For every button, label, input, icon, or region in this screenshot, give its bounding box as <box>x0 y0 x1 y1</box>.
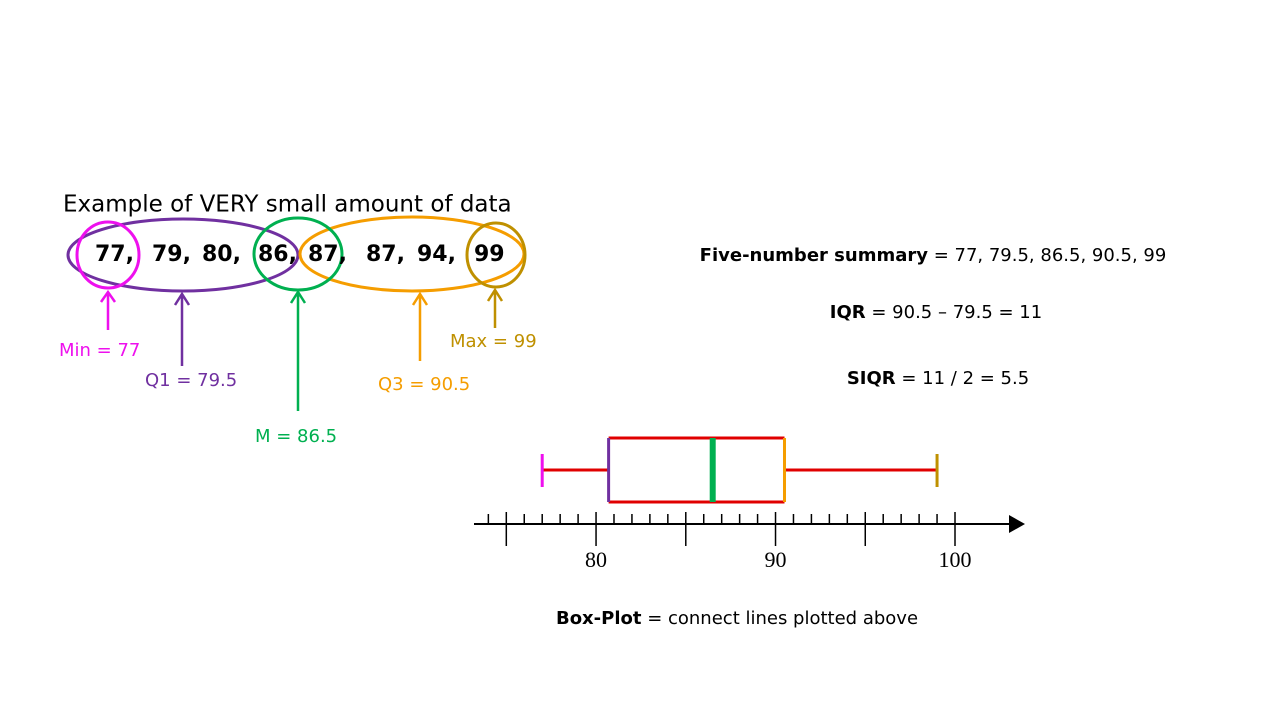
box-plot: 80 90 100 <box>474 436 1025 572</box>
text: = connect lines plotted above <box>641 608 918 629</box>
title: Example of VERY small amount of data <box>63 192 512 218</box>
text: = 11 / 2 = 5.5 <box>896 368 1030 389</box>
numbers: 77, 79, 80, 86, 87, 87, 94, 99 <box>95 242 505 267</box>
x-tick-label: 90 <box>765 547 787 572</box>
text: = 77, 79.5, 86.5, 90.5, 99 <box>928 245 1166 266</box>
min-ellipse <box>75 220 141 290</box>
axis-arrow <box>1009 515 1025 533</box>
number: 87, <box>366 242 405 267</box>
term: Box-Plot <box>556 608 642 629</box>
q1-ellipse <box>66 217 300 293</box>
number: 80, <box>202 242 241 267</box>
max-ellipse <box>465 221 527 289</box>
stat-labels: Min = 77 Q1 = 79.5 M = 86.5 Q3 = 90.5 Ma… <box>59 331 537 447</box>
arrows <box>99 287 504 411</box>
min-label: Min = 77 <box>59 340 140 361</box>
caption: Box-Plot = connect lines plotted above <box>556 608 918 629</box>
number: 79, <box>152 242 191 267</box>
term: Five-number summary <box>700 245 929 266</box>
x-tick-label: 100 <box>939 547 972 572</box>
x-tick-label: 80 <box>585 547 607 572</box>
term: IQR <box>830 302 866 323</box>
arrow <box>173 291 191 366</box>
iqr: IQR = 90.5 – 79.5 = 11 <box>830 302 1042 323</box>
arrow <box>411 291 429 361</box>
siqr: SIQR = 11 / 2 = 5.5 <box>847 368 1029 389</box>
number: 86, <box>258 242 297 267</box>
number: 87, <box>308 242 347 267</box>
arrow <box>99 289 117 330</box>
q1-label: Q1 = 79.5 <box>145 370 237 391</box>
number: 94, <box>417 242 456 267</box>
text: = 90.5 – 79.5 = 11 <box>866 302 1043 323</box>
summary: Five-number summary = 77, 79.5, 86.5, 90… <box>556 245 1166 629</box>
arrow <box>289 289 307 411</box>
median-label: M = 86.5 <box>255 426 337 447</box>
five-number-summary: Five-number summary = 77, 79.5, 86.5, 90… <box>700 245 1167 266</box>
max-label: Max = 99 <box>450 331 537 352</box>
number: 77, <box>95 242 134 267</box>
arrow <box>486 287 504 328</box>
number: 99 <box>474 242 505 267</box>
q3-label: Q3 = 90.5 <box>378 374 470 395</box>
term: SIQR <box>847 368 896 389</box>
